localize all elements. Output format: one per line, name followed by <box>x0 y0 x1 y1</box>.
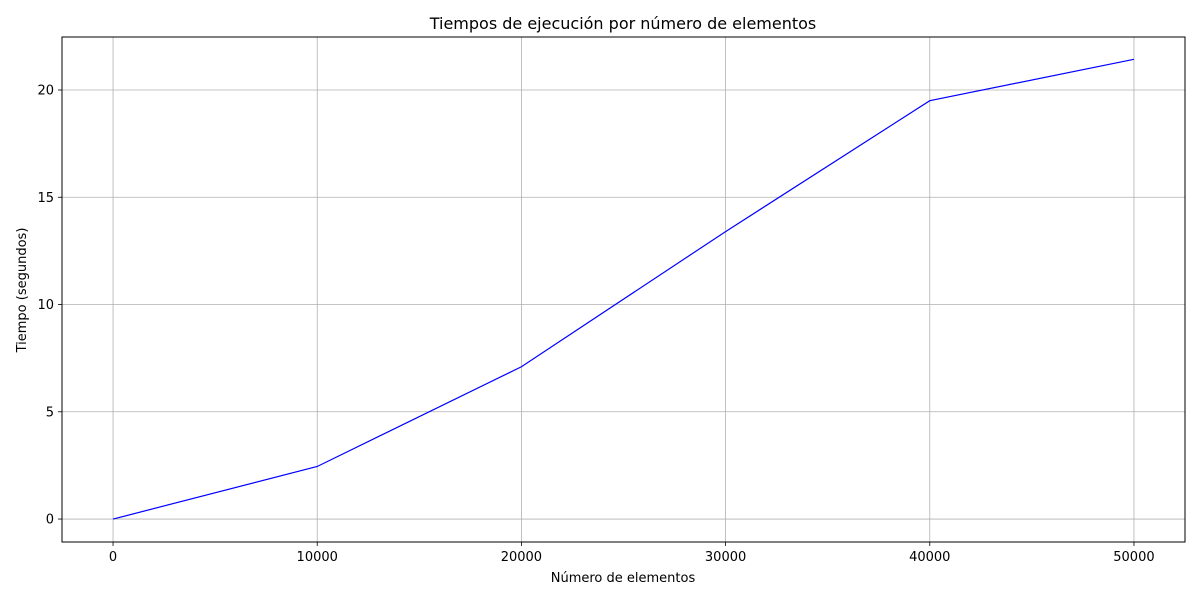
chart-title: Tiempos de ejecución por número de eleme… <box>429 14 817 33</box>
x-tick-label: 50000 <box>1113 550 1154 565</box>
x-axis-title: Número de elementos <box>551 571 696 586</box>
series-line <box>112 58 1135 520</box>
x-tick-label: 10000 <box>297 550 338 565</box>
grid <box>62 37 1185 542</box>
y-tick-label: 15 <box>37 191 54 206</box>
x-tick-label: 30000 <box>705 550 746 565</box>
x-tick-label: 0 <box>109 550 117 565</box>
y-tick-label: 5 <box>46 405 54 420</box>
y-axis-title: Tiempo (segundos) <box>15 228 30 354</box>
x-tick-label: 40000 <box>909 550 950 565</box>
series-layer <box>112 58 1135 520</box>
x-tick-label: 20000 <box>501 550 542 565</box>
y-tick-label: 10 <box>37 298 54 313</box>
axes <box>61 36 1186 543</box>
y-tick-label: 0 <box>46 513 54 528</box>
plot-frame <box>61 36 1186 543</box>
ticks: 0 10000 20000 30000 40000 50000 0 5 10 15 20 <box>37 83 1154 565</box>
y-tick-label: 20 <box>37 83 54 98</box>
